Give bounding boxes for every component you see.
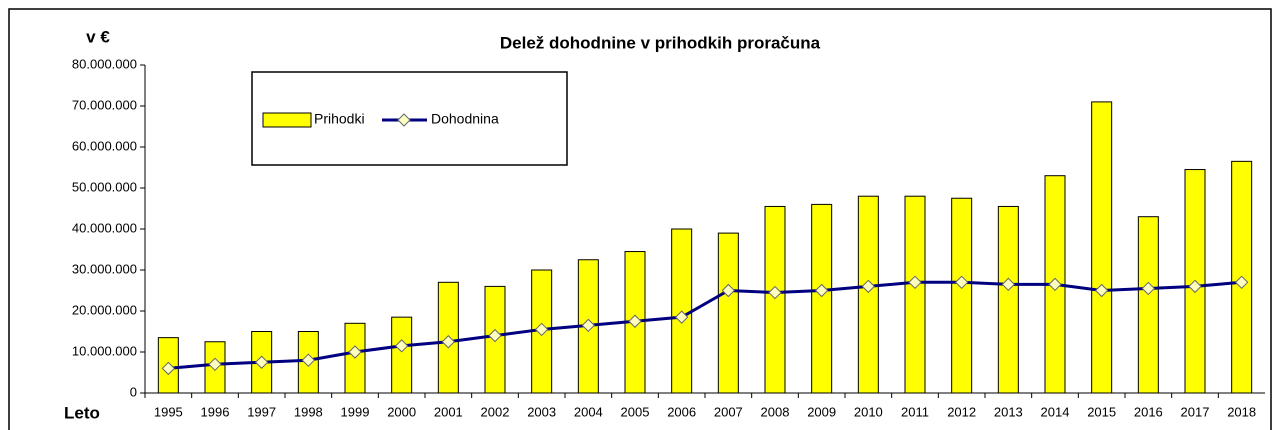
bar (1137, 216, 1159, 394)
line-marker (1048, 277, 1062, 292)
x-tick-label: 2017 (1181, 404, 1210, 419)
x-tick-label: 2016 (1134, 404, 1163, 419)
line-marker (394, 339, 409, 353)
legend-label: Prihodki (314, 111, 365, 127)
bar (997, 205, 1019, 394)
line-marker (581, 318, 596, 333)
bar (764, 205, 786, 394)
x-tick-label: 2001 (434, 404, 463, 419)
y-tick-label: 40.000.000 (72, 220, 137, 235)
chart-title: Delež dohodnine v prihodkih proračuna (500, 33, 821, 52)
bar (717, 232, 739, 394)
line (168, 280, 1242, 370)
line-marker (721, 283, 736, 298)
y-axis-label: v € (86, 27, 110, 46)
x-tick-label: 2014 (1041, 404, 1070, 419)
line-marker (628, 314, 642, 328)
x-tick-label: 2011 (901, 404, 929, 419)
x-tick-label: 2002 (481, 404, 510, 419)
line-marker (674, 310, 689, 324)
x-tick-label: 2005 (621, 404, 650, 419)
line-marker (1188, 279, 1202, 294)
x-tick-label: 2003 (527, 404, 556, 419)
x-tick-label: 1999 (341, 404, 370, 419)
legend-swatch (262, 112, 312, 128)
y-tick-label: 20.000.000 (72, 302, 137, 317)
x-tick-label: 2015 (1087, 404, 1116, 419)
line-marker (1094, 283, 1109, 298)
y-tick-label: 30.000.000 (72, 261, 137, 276)
line-marker (814, 283, 829, 298)
bar (904, 195, 926, 394)
line-marker (208, 357, 222, 372)
x-tick-label: 2012 (947, 404, 976, 419)
x-tick-label: 2004 (574, 404, 603, 419)
line-marker (1001, 277, 1016, 292)
line-marker (488, 328, 502, 343)
x-tick-label: 2007 (714, 404, 743, 419)
x-tick-label: 1996 (201, 404, 230, 419)
x-tick-label: 1998 (294, 404, 323, 419)
x-tick-label: 1997 (247, 404, 276, 419)
y-tick-label: 10.000.000 (72, 343, 137, 358)
bar (951, 197, 973, 394)
y-tick-label: 0 (130, 384, 137, 399)
bar (391, 316, 413, 394)
line-marker (1234, 275, 1249, 290)
line-marker (768, 285, 782, 300)
bar (857, 195, 879, 394)
x-tick-label: 2010 (854, 404, 883, 419)
legend-label: Dohodnina (431, 111, 499, 127)
y-tick-label: 50.000.000 (72, 179, 137, 194)
x-tick-label: 2018 (1227, 404, 1256, 419)
x-tick-label: 2008 (761, 404, 790, 419)
x-tick-label: 2006 (667, 404, 696, 419)
line-marker (301, 353, 316, 367)
line-marker (254, 355, 269, 369)
line-marker (161, 361, 176, 376)
legend-marker (397, 113, 411, 127)
line-marker (861, 279, 876, 294)
x-tick-label: 2000 (387, 404, 416, 419)
line-marker (954, 275, 969, 290)
line-marker (908, 275, 922, 290)
x-tick-label: 2013 (994, 404, 1023, 419)
y-tick-label: 80.000.000 (72, 56, 137, 71)
line-marker (1141, 281, 1156, 296)
y-tick-label: 60.000.000 (72, 138, 137, 153)
y-tick-label: 70.000.000 (72, 97, 137, 112)
x-tick-label: 1995 (154, 404, 183, 419)
bar (1091, 101, 1113, 394)
line-marker (441, 335, 456, 349)
x-tick-label: 2009 (807, 404, 836, 419)
x-axis-label: Leto (64, 403, 100, 422)
bar (811, 203, 833, 394)
line-marker (348, 345, 362, 359)
line-marker (534, 322, 549, 337)
